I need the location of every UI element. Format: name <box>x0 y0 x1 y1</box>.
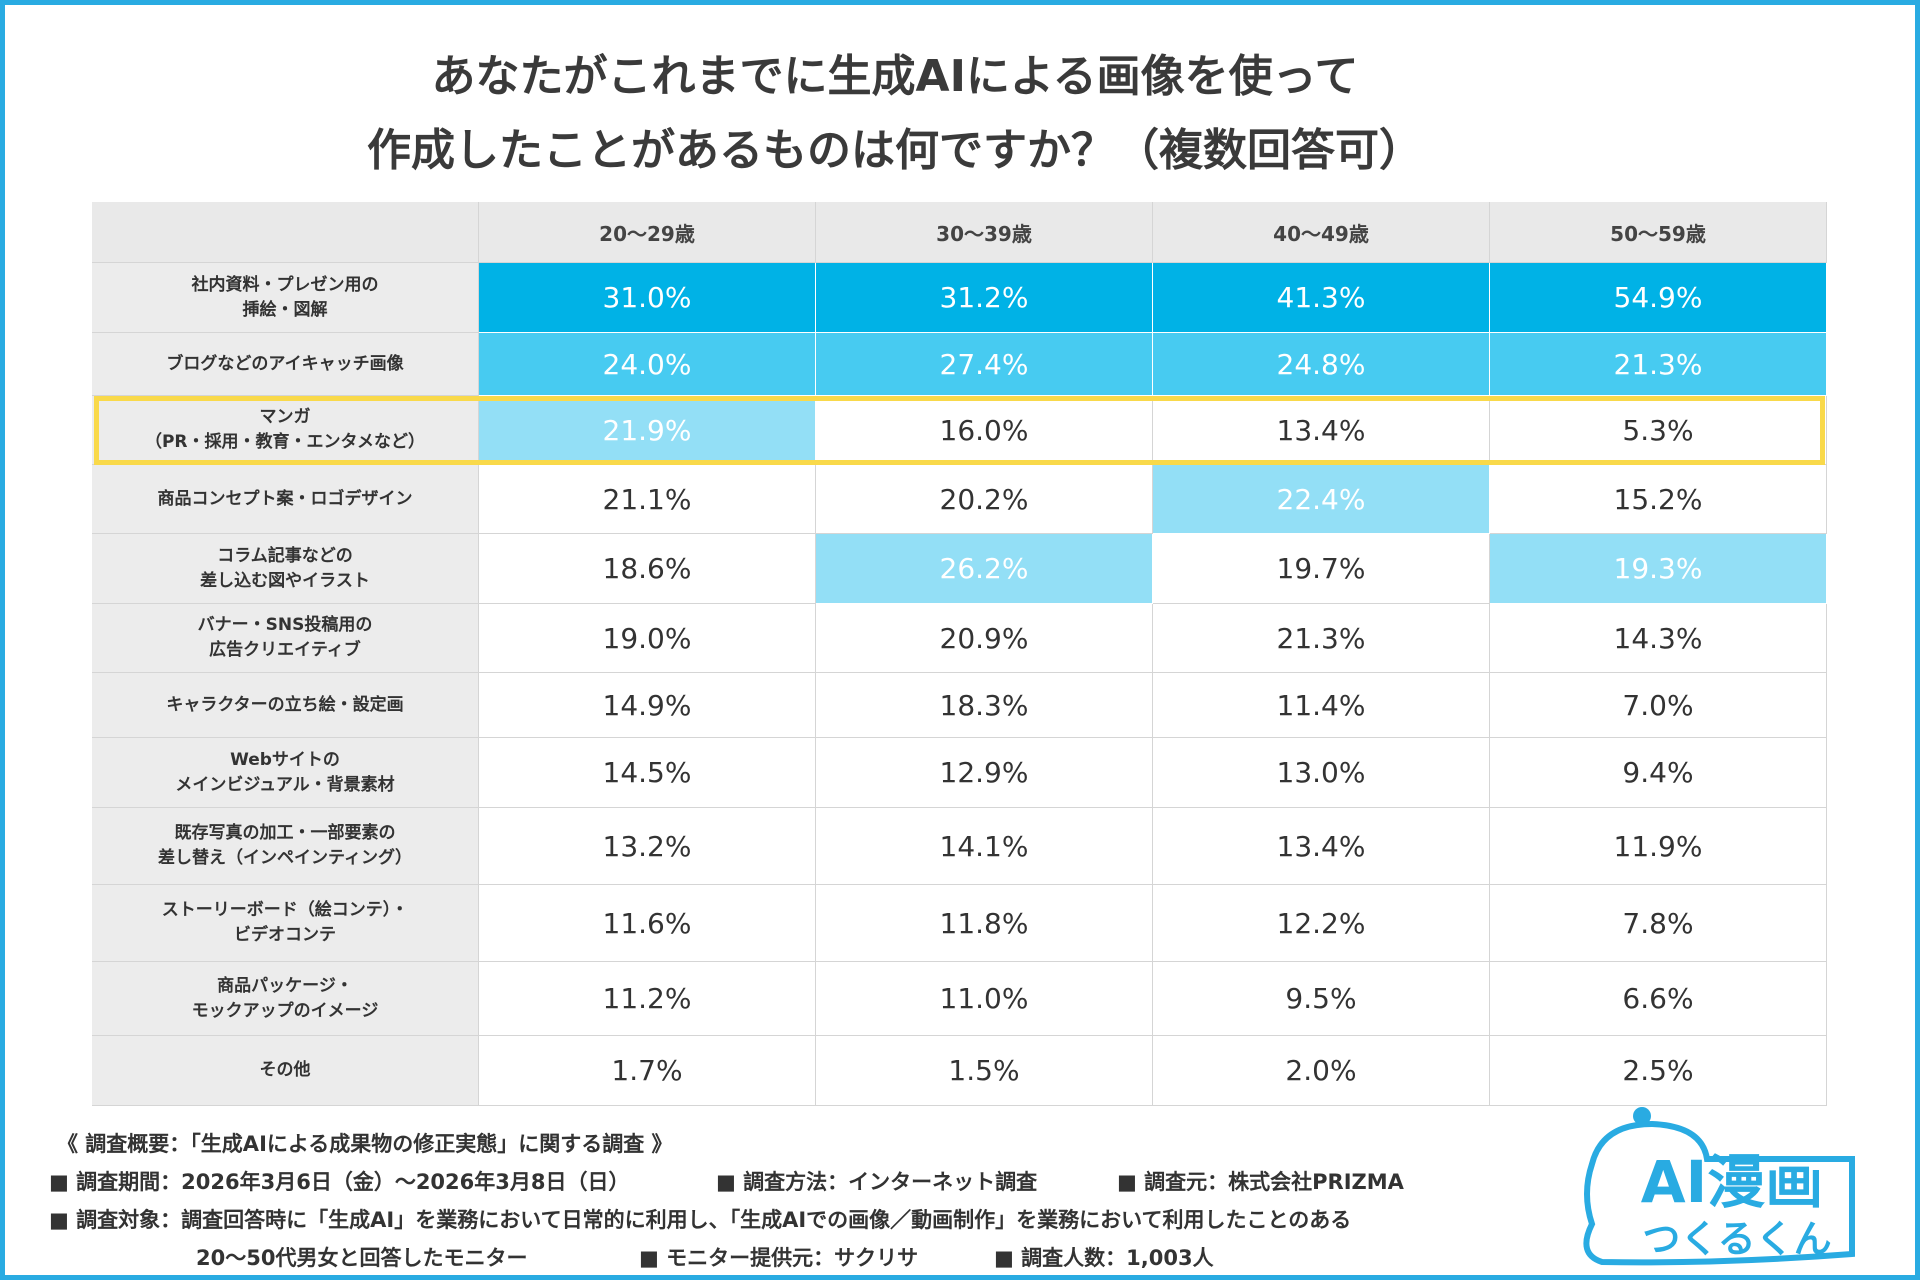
survey-detail: 20〜50代男女と回答したモニター <box>196 1246 528 1270</box>
survey-summary: 《 調査概要：「生成AIによる成果物の修正実態」に関する調査 》 <box>57 1132 673 1156</box>
survey-detail: ■ 調査対象：調査回答時に「生成AI」を業務において日常的に利用し、「生成AIで… <box>49 1208 1352 1232</box>
value-cell: 11.9% <box>1490 808 1827 885</box>
value-cell: 14.3% <box>1490 604 1827 673</box>
header-corner <box>92 202 479 263</box>
value-cell: 24.0% <box>479 333 816 396</box>
row-label: ブログなどのアイキャッチ画像 <box>92 333 479 396</box>
value-cell: 11.4% <box>1153 673 1490 738</box>
value-cell: 7.8% <box>1490 885 1827 962</box>
logo-shape <box>1583 1120 1855 1266</box>
value-cell: 12.2% <box>1153 885 1490 962</box>
value-cell: 41.3% <box>1153 263 1490 333</box>
title-line: あなたがこれまでに生成AIによる画像を使って <box>431 51 1359 102</box>
survey-detail: ■ 調査元：株式会社PRIZMA <box>1117 1170 1404 1194</box>
title-line: 作成したことがあるものは何ですか？（複数回答可） <box>367 125 1423 176</box>
row-label: 商品パッケージ・ モックアップのイメージ <box>92 962 479 1036</box>
column-header: 20〜29歳 <box>479 202 816 263</box>
value-cell: 14.5% <box>479 738 816 808</box>
column-header: 40〜49歳 <box>1153 202 1490 263</box>
row-label: 社内資料・プレゼン用の 挿絵・図解 <box>92 263 479 333</box>
logo-ornament <box>1633 1107 1651 1125</box>
value-cell: 18.6% <box>479 534 816 604</box>
value-cell: 14.1% <box>816 808 1153 885</box>
value-cell: 22.4% <box>1153 465 1490 534</box>
value-cell: 1.5% <box>816 1036 1153 1106</box>
row-label: 既存写真の加工・一部要素の 差し替え（インペインティング） <box>92 808 479 885</box>
column-header: 30〜39歳 <box>816 202 1153 263</box>
value-cell: 24.8% <box>1153 333 1490 396</box>
value-cell: 6.6% <box>1490 962 1827 1036</box>
survey-detail: ■ 調査方法：インターネット調査 <box>716 1170 1038 1194</box>
value-cell: 9.4% <box>1490 738 1827 808</box>
value-cell: 13.4% <box>1153 808 1490 885</box>
value-cell: 21.3% <box>1490 333 1827 396</box>
survey-detail: ■ 調査期間：2026年3月6日（金）〜2026年3月8日（日） <box>49 1170 630 1194</box>
value-cell: 15.2% <box>1490 465 1827 534</box>
value-cell: 19.7% <box>1153 534 1490 604</box>
row-label: ストーリーボード（絵コンテ）・ ビデオコンテ <box>92 885 479 962</box>
value-cell: 19.3% <box>1490 534 1827 604</box>
highlight-frame <box>94 396 1825 465</box>
logo: AI漫画 つくるくん <box>1583 1107 1855 1266</box>
logo-text: つくるくん <box>1642 1217 1831 1261</box>
value-cell: 2.5% <box>1490 1036 1827 1106</box>
row-label: Webサイトの メインビジュアル・背景素材 <box>92 738 479 808</box>
value-cell: 19.0% <box>479 604 816 673</box>
value-cell: 21.1% <box>479 465 816 534</box>
value-cell: 7.0% <box>1490 673 1827 738</box>
value-cell: 20.9% <box>816 604 1153 673</box>
row-label: マンガ （PR・採用・教育・エンタメなど） <box>92 396 479 465</box>
value-cell: 54.9% <box>1490 263 1827 333</box>
value-cell: 9.5% <box>1153 962 1490 1036</box>
value-cell: 13.0% <box>1153 738 1490 808</box>
survey-detail: ■ モニター提供元：サクリサ <box>639 1246 919 1270</box>
row-label: その他 <box>92 1036 479 1106</box>
row-label: コラム記事などの 差し込む図やイラスト <box>92 534 479 604</box>
value-cell: 14.9% <box>479 673 816 738</box>
value-cell: 21.3% <box>1153 604 1490 673</box>
value-cell: 11.0% <box>816 962 1153 1036</box>
value-cell: 18.3% <box>816 673 1153 738</box>
value-cell: 21.9% <box>479 396 816 465</box>
survey-detail: ■ 調査人数：1,003人 <box>994 1246 1214 1270</box>
value-cell: 31.2% <box>816 263 1153 333</box>
row-label: キャラクターの立ち絵・設定画 <box>92 673 479 738</box>
value-cell: 11.6% <box>479 885 816 962</box>
row-label: バナー・SNS投稿用の 広告クリエイティブ <box>92 604 479 673</box>
value-cell: 13.2% <box>479 808 816 885</box>
value-cell: 20.2% <box>816 465 1153 534</box>
value-cell: 1.7% <box>479 1036 816 1106</box>
value-cell: 11.8% <box>816 885 1153 962</box>
row-label: 商品コンセプト案・ロゴデザイン <box>92 465 479 534</box>
value-cell: 2.0% <box>1153 1036 1490 1106</box>
value-cell: 27.4% <box>816 333 1153 396</box>
value-cell: 31.0% <box>479 263 816 333</box>
logo-text: AI漫画 <box>1641 1148 1823 1216</box>
value-cell: 12.9% <box>816 738 1153 808</box>
value-cell: 11.2% <box>479 962 816 1036</box>
column-header: 50〜59歳 <box>1490 202 1827 263</box>
value-cell: 26.2% <box>816 534 1153 604</box>
